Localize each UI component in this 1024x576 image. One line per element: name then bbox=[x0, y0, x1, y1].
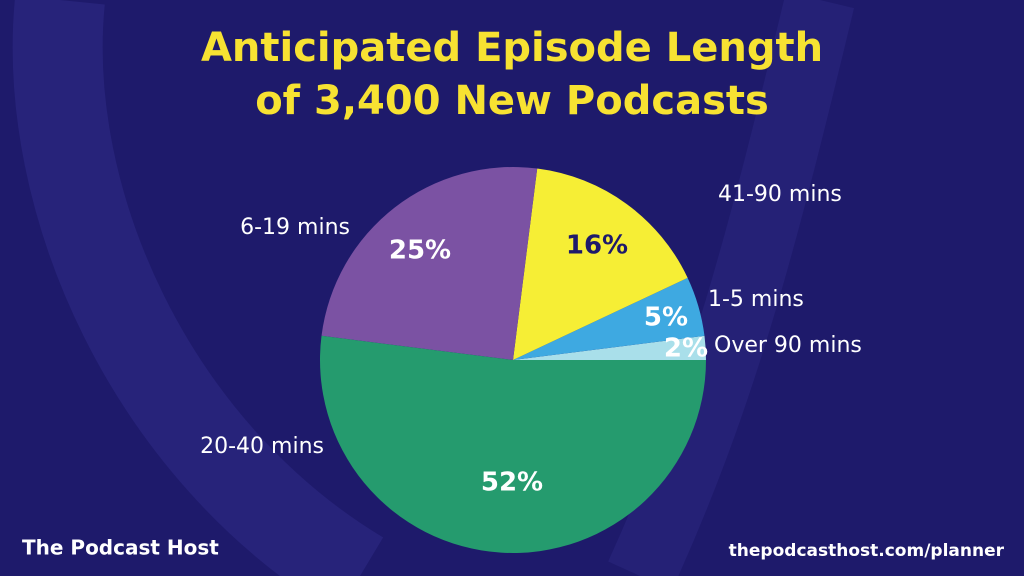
chart-title: Anticipated Episode Length bbox=[201, 25, 823, 71]
value-label: 5% bbox=[644, 303, 688, 333]
value-label: 2% bbox=[664, 334, 708, 364]
category-label: 6-19 mins bbox=[240, 215, 350, 240]
source-url: thepodcasthost.com/planner bbox=[729, 541, 1005, 561]
pie: 2% Over 90 mins 5% 1-5 mins 16% 41-90 mins 25%… bbox=[200, 167, 862, 553]
pie-slice bbox=[513, 335, 706, 360]
value-label: 52% bbox=[481, 468, 543, 498]
background-arc bbox=[608, 0, 855, 576]
category-label: 41-90 mins bbox=[718, 182, 842, 207]
brand: The Podcast Host bbox=[22, 536, 219, 560]
pie-slice bbox=[513, 168, 688, 360]
pie-slice bbox=[321, 167, 538, 360]
chart-title: of 3,400 New Podcasts bbox=[255, 78, 769, 124]
category-label: 20-40 mins bbox=[200, 434, 324, 459]
background-arc bbox=[12, 0, 384, 576]
value-label: 25% bbox=[389, 236, 451, 266]
category-label: 1-5 mins bbox=[708, 287, 804, 312]
category-label: Over 90 mins bbox=[714, 333, 862, 358]
value-label: 16% bbox=[566, 231, 628, 261]
pie-slice bbox=[513, 277, 705, 360]
pie-slice bbox=[319, 335, 706, 553]
